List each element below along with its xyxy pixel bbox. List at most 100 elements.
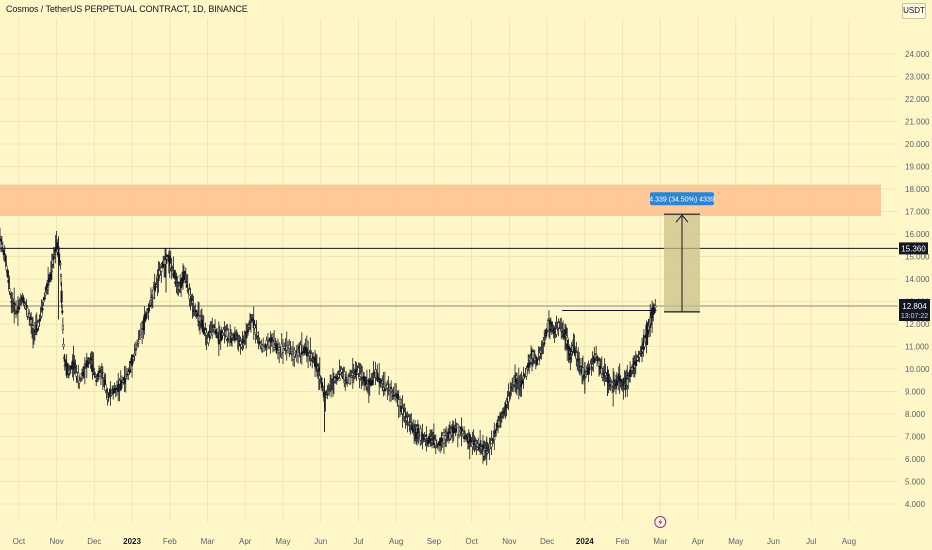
- candle-body: [50, 270, 53, 272]
- candle-body: [491, 442, 494, 445]
- x-axis-label: Feb: [616, 537, 630, 546]
- x-axis-label: 2024: [576, 537, 594, 546]
- candle-body: [288, 344, 291, 349]
- x-axis-label: Jun: [314, 537, 327, 546]
- countdown-text: 13:07:22: [901, 313, 928, 320]
- measure-label-box[interactable]: [649, 192, 714, 206]
- candle-body: [117, 384, 120, 393]
- candle-body: [460, 426, 463, 433]
- y-axis-label: 23.000: [905, 73, 930, 82]
- candle-body: [52, 256, 55, 260]
- candle-body: [461, 430, 464, 434]
- candle-body: [177, 281, 180, 284]
- candle-body: [326, 394, 329, 396]
- candle-body: [294, 352, 297, 354]
- candle-body: [395, 392, 398, 395]
- candle-body: [4, 255, 7, 262]
- candle-body: [1, 247, 4, 250]
- x-axis-label: Dec: [87, 537, 101, 546]
- candle-body: [268, 340, 271, 347]
- candle-body: [113, 388, 116, 394]
- y-axis-label: 11.000: [905, 343, 929, 352]
- candle-body: [136, 344, 139, 347]
- candle-body: [271, 339, 274, 342]
- candle-body: [285, 345, 288, 351]
- candle-body: [264, 343, 267, 348]
- candle-body: [388, 390, 391, 394]
- candle-body: [142, 321, 145, 331]
- y-axis-label: 18.000: [905, 185, 930, 194]
- candle-body: [255, 332, 258, 334]
- x-axis-label: Aug: [842, 537, 856, 546]
- candle-body: [60, 290, 63, 303]
- x-axis-label: May: [728, 537, 743, 546]
- candle-body: [42, 300, 45, 303]
- x-axis-label: Oct: [465, 537, 478, 546]
- x-axis-label: 2023: [123, 537, 141, 546]
- candle-body: [291, 354, 295, 361]
- candle-body: [386, 384, 389, 389]
- candle-body: [299, 344, 302, 355]
- candle-body: [425, 434, 428, 436]
- candle-body: [47, 287, 50, 290]
- candle-body: [387, 389, 390, 392]
- x-axis-label: Aug: [389, 537, 403, 546]
- resistance-price-tag[interactable]: [899, 242, 928, 255]
- candle-body: [8, 288, 11, 292]
- candle-body: [144, 312, 147, 320]
- candle-body: [283, 346, 286, 349]
- y-axis-label: 17.000: [905, 208, 930, 217]
- y-axis-label: 16.000: [905, 230, 930, 239]
- candle-body: [537, 359, 540, 365]
- x-axis-label: Mar: [653, 537, 667, 546]
- candle-body: [127, 371, 130, 375]
- y-axis-label: 10.000: [905, 365, 930, 374]
- candle-body: [61, 325, 64, 330]
- x-axis-label: Feb: [163, 537, 177, 546]
- candle-body: [19, 303, 22, 306]
- candle-body: [338, 378, 341, 381]
- candle-body: [305, 348, 308, 357]
- candle-body: [398, 399, 401, 407]
- y-axis-label: 4.000: [905, 500, 926, 509]
- x-axis-label: Apr: [239, 537, 252, 546]
- candle-body: [138, 338, 141, 340]
- candle-body: [273, 347, 276, 350]
- candle-body: [128, 369, 131, 373]
- candle-body: [290, 348, 293, 352]
- measure-arrow-head-icon: [675, 214, 689, 223]
- currency-badge[interactable]: USDT: [902, 3, 926, 19]
- candle-body: [54, 246, 57, 253]
- candle-body: [40, 311, 43, 317]
- y-axis-label: 8.000: [905, 410, 926, 419]
- x-axis-label: Nov: [49, 537, 63, 546]
- candle-body: [393, 394, 396, 397]
- candle-body: [381, 381, 384, 384]
- candle-body: [247, 330, 250, 333]
- candle-body: [303, 347, 306, 354]
- candle-body: [176, 275, 179, 278]
- candle-body: [275, 343, 278, 353]
- candle-body: [139, 332, 142, 335]
- last-price-tag[interactable]: [899, 299, 930, 321]
- candle-body: [281, 345, 285, 353]
- y-axis-label: 21.000: [905, 118, 930, 127]
- candle-body: [265, 339, 268, 346]
- y-axis-label: 14.000: [905, 275, 930, 284]
- x-axis-label: May: [275, 537, 290, 546]
- x-axis-label: Jun: [767, 537, 780, 546]
- candle-body: [123, 376, 126, 384]
- candle-body: [383, 388, 386, 392]
- candle-body: [124, 376, 127, 379]
- y-axis-label: 24.000: [905, 50, 930, 59]
- candle-body: [31, 325, 35, 329]
- candle-body: [289, 353, 292, 355]
- candle-body: [59, 274, 63, 277]
- resistance-zone[interactable]: [0, 184, 881, 217]
- y-axis-label: 5.000: [905, 478, 926, 487]
- x-axis-label: Sep: [427, 537, 442, 546]
- lightning-bolt-glyph: [658, 518, 663, 526]
- candle-body: [630, 375, 633, 377]
